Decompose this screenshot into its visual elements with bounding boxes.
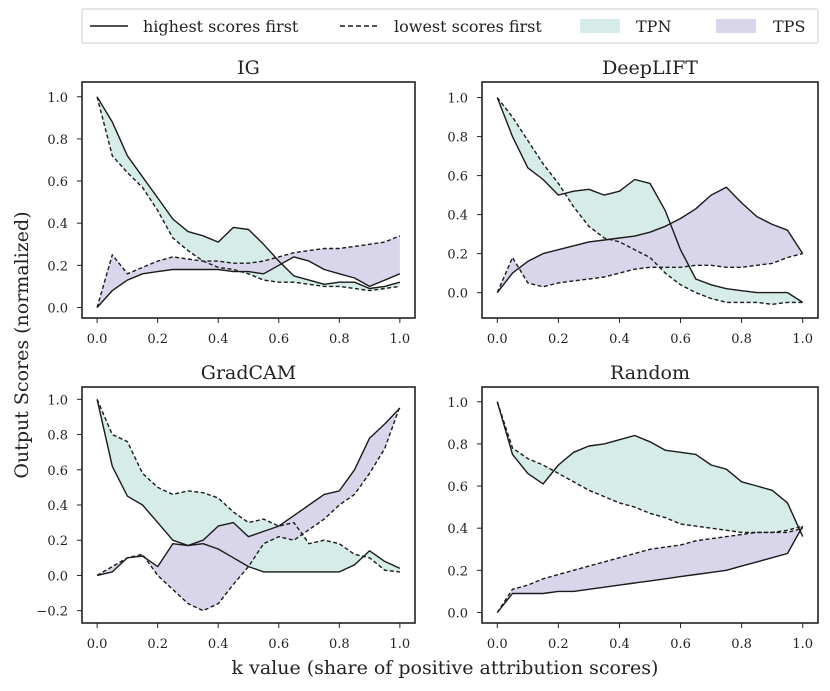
y-tick-label: 0.6	[47, 464, 68, 479]
x-tick-label: 0.6	[268, 332, 289, 347]
x-tick-label: 0.2	[548, 332, 569, 347]
y-tick-label: 0.0	[447, 606, 468, 621]
x-tick-label: 0.0	[87, 332, 108, 347]
legend-tpn-label: TPN	[636, 17, 671, 36]
x-tick-label: 0.6	[670, 332, 691, 347]
series-line-tpn-highest-scores-first	[96, 96, 401, 290]
y-tick-label: 0.0	[47, 301, 68, 316]
series-line-tpn-highest-scores-first	[496, 401, 804, 537]
y-tick-label: 0.2	[447, 564, 468, 579]
x-tick-label: 0.2	[147, 332, 168, 347]
x-tick-label: 0.6	[268, 637, 289, 652]
x-tick-label: 0.0	[87, 637, 108, 652]
x-tick-label: 0.0	[487, 637, 508, 652]
tps-band	[497, 187, 803, 293]
x-tick-label: 1.0	[792, 637, 813, 652]
panel-title: Random	[610, 362, 690, 384]
panel-title: IG	[237, 57, 260, 79]
x-axis-label: k value (share of positive attribution s…	[232, 657, 659, 679]
axes-frame	[481, 81, 819, 319]
y-tick-label: 1.0	[447, 396, 468, 411]
x-tick-label: 0.4	[208, 637, 229, 652]
legend-tps-swatch	[716, 19, 756, 33]
y-tick-label: 0.0	[447, 287, 468, 302]
series-line-tps-lowest-scores-first	[96, 235, 401, 308]
x-tick-label: 0.2	[147, 637, 168, 652]
y-tick-label: 0.6	[447, 480, 468, 495]
axes-frame	[81, 81, 416, 319]
tps-band	[97, 406, 400, 611]
y-tick-label: 1.0	[447, 92, 468, 107]
x-tick-label: 0.8	[731, 332, 752, 347]
y-tick-label: 0.6	[447, 170, 468, 185]
y-tick-label: 1.0	[47, 393, 68, 408]
panel-random: 0.0 0.2 0.4 0.6 0.8 1.0 0.0 0.2 0.4 0.6 0.8 1.0 Rand…	[447, 362, 819, 652]
x-tick-label: 0.0	[487, 332, 508, 347]
panel-deeplift: 0.0 0.2 0.4 0.6 0.8 1.0 0.0 0.2 0.4 0.6 0.8 1.0 Deep…	[447, 57, 819, 347]
series-line-tps-highest-scores-first	[96, 256, 401, 308]
panel-ig: 0.0 0.2 0.4 0.6 0.8 1.0 0.0 0.2 0.4 0.6 0.8 1.0 IG	[47, 57, 416, 347]
y-tick-label: 0.8	[447, 438, 468, 453]
series-line-tpn-highest-scores-first	[96, 399, 401, 573]
y-tick-label: −0.2	[36, 605, 68, 620]
tpn-band	[497, 97, 803, 305]
y-tick-label: 0.2	[47, 534, 68, 549]
series-line-tpn-highest-scores-first	[496, 97, 804, 303]
x-tick-label: 0.8	[731, 637, 752, 652]
tps-band	[97, 235, 400, 308]
legend-highest-label: highest scores first	[143, 17, 299, 36]
x-tick-label: 0.8	[329, 637, 350, 652]
panel-title: DeepLIFT	[602, 57, 698, 79]
y-tick-label: 0.4	[447, 522, 468, 537]
y-axis-label: Output Scores (normalized)	[11, 211, 33, 478]
legend-tpn-swatch	[580, 19, 620, 33]
y-tick-label: 0.4	[47, 499, 68, 514]
x-tick-label: 0.4	[609, 332, 630, 347]
y-tick-label: 0.8	[47, 133, 68, 148]
axes-frame	[481, 386, 819, 624]
series-line-tps-highest-scores-first	[96, 407, 401, 577]
series-line-tps-lowest-scores-first	[96, 406, 401, 612]
tpn-band	[97, 96, 400, 291]
series-line-tps-lowest-scores-first	[496, 252, 803, 293]
series-line-tps-highest-scores-first	[496, 525, 804, 613]
x-tick-label: 0.8	[329, 332, 350, 347]
y-tick-label: 0.8	[447, 131, 468, 146]
legend-tps-label: TPS	[773, 17, 805, 36]
panel-title: GradCAM	[201, 362, 296, 384]
y-tick-label: 0.2	[47, 259, 68, 274]
y-tick-label: 0.2	[447, 248, 468, 263]
y-tick-label: 0.4	[447, 209, 468, 224]
y-tick-label: 0.0	[47, 569, 68, 584]
y-tick-label: 0.6	[47, 175, 68, 190]
legend-frame	[81, 8, 819, 44]
y-tick-label: 0.8	[47, 429, 68, 444]
x-tick-label: 1.0	[390, 637, 411, 652]
x-tick-label: 1.0	[792, 332, 813, 347]
series-line-tps-lowest-scores-first	[496, 527, 803, 613]
x-tick-label: 0.6	[670, 637, 691, 652]
tpn-band	[497, 401, 803, 537]
x-tick-label: 0.4	[208, 332, 229, 347]
panel-gradcam: 0.0 0.2 0.4 0.6 0.8 1.0 −0.2 0.0 0.2 0.4 0.6 0.8 1.0…	[36, 362, 416, 652]
tpn-band	[97, 399, 400, 572]
x-tick-label: 1.0	[390, 332, 411, 347]
legend-lowest-label: lowest scores first	[394, 17, 542, 36]
x-tick-label: 0.4	[609, 637, 630, 652]
x-tick-label: 0.2	[548, 637, 569, 652]
series-line-tpn-lowest-scores-first	[96, 96, 400, 292]
y-tick-label: 0.4	[47, 217, 68, 232]
y-tick-label: 1.0	[47, 91, 68, 106]
plot-area	[82, 387, 415, 623]
legend: highest scores first lowest scores first…	[81, 8, 819, 44]
series-line-tps-highest-scores-first	[496, 186, 804, 294]
